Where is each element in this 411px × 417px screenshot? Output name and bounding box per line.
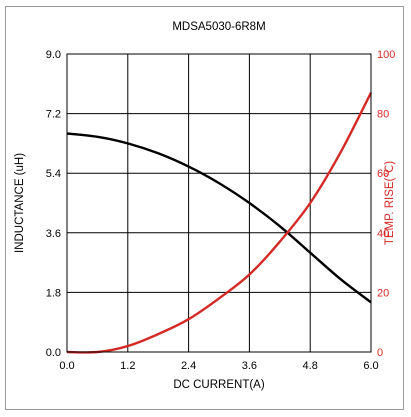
y-tick-label: 7.2 xyxy=(46,109,61,121)
x-tick-label: 2.4 xyxy=(181,360,196,372)
plot-area-border xyxy=(66,53,372,353)
inductance-series-line xyxy=(66,132,372,304)
x-tick-label: 3.6 xyxy=(242,360,257,372)
chart-frame: MDSA5030-6R8M 0.0 1.2 2.4 3.6 4.8 6.0 0.0 1.8 3… xyxy=(5,6,404,410)
y-tick-label: 0.0 xyxy=(46,347,61,359)
y2-tick-label: 40 xyxy=(377,228,389,240)
x-tick-label: 4.8 xyxy=(303,360,318,372)
x-tick-label: 0.0 xyxy=(59,360,74,372)
x-axis-label: DC CURRENT(A) xyxy=(173,379,265,391)
x-tick-label: 1.2 xyxy=(120,360,135,372)
temperature-rise-series-line xyxy=(66,92,373,354)
y2-tick-label: 100 xyxy=(377,49,395,61)
series-layer xyxy=(66,92,373,354)
y2-axis-label: TEMP. RISE(℃) xyxy=(384,161,396,245)
y-tick-label: 5.4 xyxy=(46,168,61,180)
y-tick-labels: 0.0 1.8 3.6 5.4 7.2 9.0 xyxy=(46,49,61,359)
x-tick-labels: 0.0 1.2 2.4 3.6 4.8 6.0 xyxy=(59,360,378,372)
y2-tick-label: 20 xyxy=(377,287,389,299)
chart-title: MDSA5030-6R8M xyxy=(172,21,265,33)
y-tick-label: 1.8 xyxy=(46,287,61,299)
y-tick-label: 3.6 xyxy=(46,228,61,240)
y-axis-label: INDUCTANCE (uH) xyxy=(14,153,26,253)
grid xyxy=(67,54,371,352)
y2-tick-labels: 0 20 40 60 80 100 xyxy=(377,49,395,359)
chart-svg: MDSA5030-6R8M 0.0 1.2 2.4 3.6 4.8 6.0 0.0 1.8 3… xyxy=(14,21,396,391)
y2-tick-label: 0 xyxy=(377,347,383,359)
x-tick-label: 6.0 xyxy=(363,360,378,372)
y2-tick-label: 60 xyxy=(377,168,389,180)
y2-tick-label: 80 xyxy=(377,109,389,121)
y-tick-label: 9.0 xyxy=(46,49,61,61)
